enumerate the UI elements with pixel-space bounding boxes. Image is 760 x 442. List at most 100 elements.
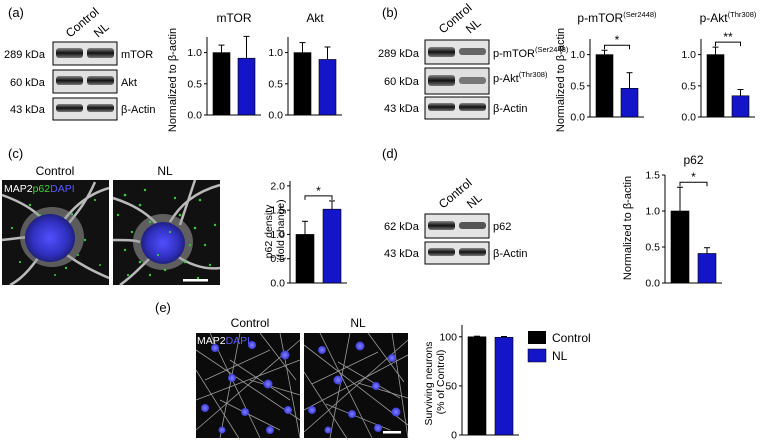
chart-a-akt: 0.0 0.5 1.0 Akt xyxy=(268,11,342,122)
chart-c-ylabel: p62 density (fold change) xyxy=(263,199,287,260)
blot-membrane-mtor xyxy=(52,41,118,66)
significance-bracket xyxy=(604,44,630,50)
legend-swatch-control xyxy=(528,331,546,344)
y-tick-label: 0.5 xyxy=(681,80,696,92)
blot-kda-actin: 43 kDa xyxy=(10,104,46,116)
y-tick-label: 0.5 xyxy=(268,78,283,90)
chart-e-ylabel: Surviving neurons (% of Control) xyxy=(423,339,447,426)
blot-kda-actin: 43 kDa xyxy=(384,248,420,260)
band-actin-control xyxy=(428,103,455,111)
image-title-control: Control xyxy=(231,316,270,330)
chart-b-pakt: 0.0 0.5 1.0 ** p-Akt(Thr308) xyxy=(681,10,756,124)
blot-membrane-actin xyxy=(52,97,118,121)
bar-nl xyxy=(494,336,514,436)
image-title-nl: NL xyxy=(157,164,173,178)
bar-control xyxy=(670,210,690,284)
blot-kda-p62: 62 kDa xyxy=(384,221,420,233)
legend: Control NL xyxy=(527,331,591,363)
bar-control xyxy=(467,336,487,436)
significance-marker: ** xyxy=(723,30,733,44)
p62-puncta-nl xyxy=(116,188,217,280)
p62-puncta-control xyxy=(10,198,101,276)
bar-control xyxy=(293,52,312,116)
band-pakt-nl xyxy=(459,77,486,84)
chart-title-text: mTOR xyxy=(216,11,251,25)
chart-b-ylabel: Normalized to β-actin xyxy=(555,28,567,132)
y-tick-label: 50 xyxy=(445,380,457,392)
chart-d-p62: 0.0 0.5 1.0 1.5 * p62 xyxy=(645,153,722,290)
blot-name-actin: β-Actin xyxy=(121,104,155,116)
band-pmtor-nl xyxy=(459,48,486,55)
nuclei-control xyxy=(201,341,292,434)
chart-title-sup: (Ser2448) xyxy=(623,10,657,19)
significance-marker: * xyxy=(316,184,321,198)
chart-c-ylabel-line-1: p62 density xyxy=(263,204,275,258)
blot-d: Control NL 62 kDa p62 43 kDa β-Actin xyxy=(384,176,527,265)
chart-e-survival: 0 50 100 xyxy=(439,325,519,442)
y-tick-label: 0.0 xyxy=(681,112,696,124)
band-pmtor-control xyxy=(428,47,455,57)
y-tick-label: 1.0 xyxy=(645,206,660,218)
blot-name-akt: Akt xyxy=(121,77,137,89)
chart-title-text: p62 xyxy=(683,153,703,167)
blot-kda-mtor: 289 kDa xyxy=(4,49,46,61)
bar-control xyxy=(706,54,725,118)
significance-marker: * xyxy=(691,170,696,184)
y-tick-label: 0.0 xyxy=(570,112,585,124)
y-tick-label: 1.0 xyxy=(681,49,696,61)
chart-title-sup: (Thr308) xyxy=(728,10,757,19)
panel-d-label: (d) xyxy=(382,146,398,161)
chart-b-pmtor: 0.0 0.5 1.0 * p-mTOR(Ser2448) xyxy=(570,10,657,124)
blot-membrane-actin xyxy=(424,96,490,120)
chart-title: p-Akt(Thr308) xyxy=(700,10,757,25)
band-mtor-control xyxy=(56,48,83,58)
image-title-nl: NL xyxy=(350,316,366,330)
bar-nl xyxy=(318,59,337,116)
blot-kda-pakt: 60 kDa xyxy=(384,76,420,88)
blot-membrane-actin xyxy=(424,241,490,265)
blot-name-pmtor-sup: (Ser2448) xyxy=(535,45,569,54)
scale-bar xyxy=(183,279,208,282)
stain-dapi: DAPI xyxy=(226,335,251,347)
panel-b-label: (b) xyxy=(382,5,398,20)
y-tick-label: 1.0 xyxy=(187,47,202,59)
y-tick-label: 0.0 xyxy=(187,110,202,122)
significance-bracket xyxy=(715,41,741,47)
chart-c-ylabel-line-2: (fold change) xyxy=(275,199,287,260)
micrographs-e: Control NL MAP2DAPI xyxy=(195,316,409,441)
y-tick-label: 1.0 xyxy=(570,49,585,61)
blot-a: Control NL 289 kDa mTOR 60 kDa Akt 43 kD… xyxy=(4,5,155,121)
chart-e-ylabel-line-1: Surviving neurons xyxy=(423,341,435,425)
chart-a-mtor: 0.0 0.5 1.0 mTOR xyxy=(187,11,261,122)
chart-title-text: p-Akt xyxy=(700,11,729,25)
blot-kda-akt: 60 kDa xyxy=(10,77,46,89)
blot-name-pmtor-base: p-mTOR xyxy=(493,48,535,60)
y-tick-label: 0.5 xyxy=(270,253,285,265)
blot-kda-actin: 43 kDa xyxy=(384,103,420,115)
bar-control xyxy=(212,52,231,116)
blot-name-mtor: mTOR xyxy=(121,49,153,61)
y-tick-label: 0.5 xyxy=(570,80,585,92)
stain-label: MAP2DAPI xyxy=(197,335,250,347)
stain-dapi: DAPI xyxy=(50,183,75,195)
y-tick-label: 2.0 xyxy=(270,180,285,192)
chart-c-p62: 0.0 0.5 1.0 1.5 2.0 * xyxy=(270,180,347,290)
blot-name-pakt-sup: (Thr308) xyxy=(519,70,548,79)
chart-title-text: Akt xyxy=(306,11,324,25)
chart-e-ylabel-line-2: (% of Control) xyxy=(435,350,447,415)
legend-swatch-nl xyxy=(527,348,547,363)
significance-bracket xyxy=(304,195,333,200)
blot-name-actin: β-Actin xyxy=(493,103,527,115)
band-pakt-control xyxy=(428,75,455,86)
significance-bracket xyxy=(679,181,708,187)
y-tick-label: 0.0 xyxy=(645,278,660,290)
chart-title: p-mTOR(Ser2448) xyxy=(577,10,657,25)
legend-label-control: Control xyxy=(552,331,591,345)
band-actin-control xyxy=(56,104,83,112)
band-akt-nl xyxy=(87,76,114,85)
y-tick-label: 0.5 xyxy=(645,242,660,254)
y-tick-label: 1.0 xyxy=(270,229,285,241)
y-tick-label: 1.5 xyxy=(270,205,285,217)
band-actin-nl xyxy=(87,104,114,112)
